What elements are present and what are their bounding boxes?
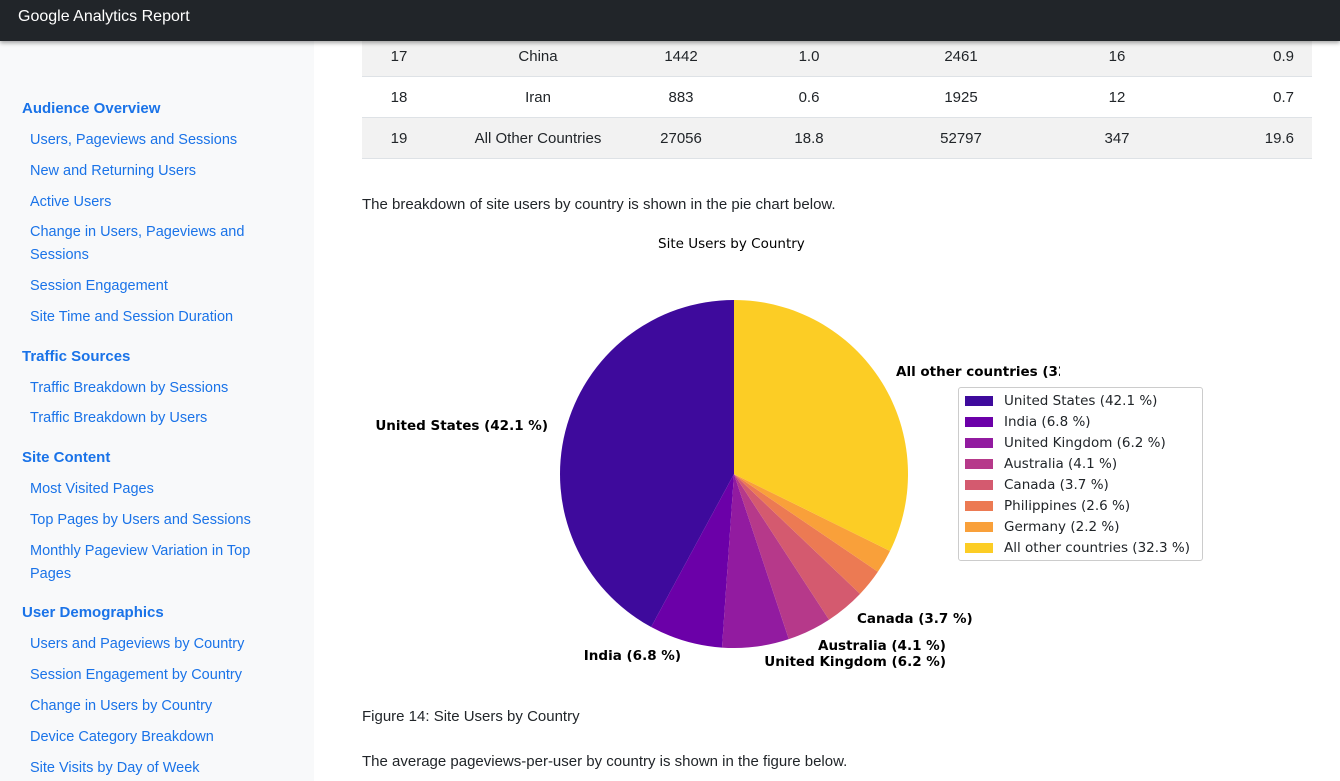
sidebar-item-new-returning-users[interactable]: New and Returning Users xyxy=(30,163,197,179)
table-cell: 27056 xyxy=(640,117,722,159)
legend-item: Germany (2.2 %) xyxy=(965,517,1119,537)
pie-slice-2 xyxy=(721,474,789,648)
legend-swatch xyxy=(965,543,993,553)
table-cell: 18.8 xyxy=(722,117,896,159)
slice-label-7: All other countries (32.3 %) xyxy=(896,364,1060,380)
sidebar-item-change-users-pageviews[interactable]: Change in Users, Pageviews and Sessions xyxy=(30,224,245,263)
sidebar-section-audience-overview[interactable]: Audience Overview xyxy=(22,100,161,117)
pie-slice-4 xyxy=(734,474,861,620)
sidebar-item-change-users-country[interactable]: Change in Users by Country xyxy=(30,698,213,714)
legend-label: Philippines (2.6 %) xyxy=(1004,498,1131,514)
legend-item: India (6.8 %) xyxy=(965,412,1091,432)
table-cell: 16 xyxy=(1026,36,1208,77)
chart-legend: United States (42.1 %) India (6.8 %) Unite… xyxy=(958,387,1203,561)
legend-label: United Kingdom (6.2 %) xyxy=(1004,435,1166,451)
legend-item: United States (42.1 %) xyxy=(965,391,1157,411)
table-cell: 0.6 xyxy=(722,76,896,118)
sidebar-item-session-engagement[interactable]: Session Engagement xyxy=(30,278,168,294)
sidebar-item-users-pageviews-country[interactable]: Users and Pageviews by Country xyxy=(30,636,245,652)
sidebar-item-traffic-by-sessions[interactable]: Traffic Breakdown by Sessions xyxy=(30,380,229,396)
table-row: 19 All Other Countries 27056 18.8 52797 … xyxy=(362,117,1312,159)
top-navbar: Google Analytics Report xyxy=(0,0,1340,41)
app-title[interactable]: Google Analytics Report xyxy=(18,8,190,25)
legend-label: India (6.8 %) xyxy=(1004,414,1091,430)
legend-item: Australia (4.1 %) xyxy=(965,454,1117,474)
sidebar-section-user-demographics[interactable]: User Demographics xyxy=(22,604,164,621)
intro-paragraph: The breakdown of site users by country i… xyxy=(362,196,836,213)
table-cell: 0.7 xyxy=(1208,76,1312,118)
sidebar-item-site-visits-day[interactable]: Site Visits by Day of Week xyxy=(30,760,200,776)
legend-swatch xyxy=(965,459,993,469)
table-cell: 12 xyxy=(1026,76,1208,118)
table-cell: 347 xyxy=(1026,117,1208,159)
table-cell: 19.6 xyxy=(1208,117,1312,159)
table-cell: 17 xyxy=(362,36,436,77)
sidebar-item-users-pageviews-sessions[interactable]: Users, Pageviews and Sessions xyxy=(30,132,238,148)
slice-label-2: United Kingdom (6.2 %) xyxy=(764,654,946,670)
legend-item: All other countries (32.3 %) xyxy=(965,538,1190,558)
sidebar-item-session-engagement-country[interactable]: Session Engagement by Country xyxy=(30,667,242,683)
legend-label: Germany (2.2 %) xyxy=(1004,519,1120,535)
legend-label: United States (42.1 %) xyxy=(1004,393,1158,409)
legend-item: Canada (3.7 %) xyxy=(965,475,1109,495)
legend-swatch xyxy=(965,480,993,490)
pie-slice-7 xyxy=(734,300,908,552)
legend-label: All other countries (32.3 %) xyxy=(1004,540,1191,556)
sidebar-item-traffic-by-users[interactable]: Traffic Breakdown by Users xyxy=(30,410,208,426)
pie-slice-5 xyxy=(734,474,878,594)
table-cell: 1.0 xyxy=(722,36,896,77)
country-table: 17 China 1442 1.0 2461 16 0.9 18 Iran 88… xyxy=(362,36,1312,159)
pie-chart: United States (42.1 %) India (6.8 %) Unite… xyxy=(375,300,1060,670)
sidebar-item-device-category[interactable]: Device Category Breakdown xyxy=(30,729,214,745)
sidebar-item-top-pages[interactable]: Top Pages by Users and Sessions xyxy=(30,512,251,528)
slice-label-4: Canada (3.7 %) xyxy=(857,611,973,627)
table-cell: 1925 xyxy=(896,76,1026,118)
figure-caption: Figure 14: Site Users by Country xyxy=(362,708,580,725)
table-cell: All Other Countries xyxy=(436,117,640,159)
legend-swatch xyxy=(965,417,993,427)
table-row: 18 Iran 883 0.6 1925 12 0.7 xyxy=(362,76,1312,118)
legend-swatch xyxy=(965,438,993,448)
sidebar-item-site-time[interactable]: Site Time and Session Duration xyxy=(30,309,234,325)
legend-label: Australia (4.1 %) xyxy=(1004,456,1118,472)
table-row: 17 China 1442 1.0 2461 16 0.9 xyxy=(362,36,1312,77)
legend-item: Philippines (2.6 %) xyxy=(965,496,1130,516)
table-cell: 19 xyxy=(362,117,436,159)
table-cell: 2461 xyxy=(896,36,1026,77)
sidebar-item-most-visited-pages[interactable]: Most Visited Pages xyxy=(30,481,154,497)
table-cell: Iran xyxy=(436,76,640,118)
sidebar: Audience Overview Users, Pageviews and S… xyxy=(0,41,314,781)
slice-label-1: India (6.8 %) xyxy=(584,648,681,664)
slice-label-3: Australia (4.1 %) xyxy=(818,638,946,654)
table-cell: 52797 xyxy=(896,117,1026,159)
table-cell: 883 xyxy=(640,76,722,118)
table-cell: 18 xyxy=(362,76,436,118)
sidebar-section-site-content[interactable]: Site Content xyxy=(22,449,111,466)
next-paragraph: The average pageviews-per-user by countr… xyxy=(362,753,848,770)
chart-title: Site Users by Country xyxy=(658,236,805,252)
table-cell: 0.9 xyxy=(1208,36,1312,77)
legend-swatch xyxy=(965,396,993,406)
sidebar-item-active-users[interactable]: Active Users xyxy=(30,194,112,210)
sidebar-section-traffic-sources[interactable]: Traffic Sources xyxy=(22,348,131,365)
slice-label-0: United States (42.1 %) xyxy=(375,418,548,434)
pie-slice-1 xyxy=(651,474,734,648)
table-cell: China xyxy=(436,36,640,77)
pie-slice-3 xyxy=(734,474,830,640)
pie-slice-6 xyxy=(734,474,891,572)
legend-item: United Kingdom (6.2 %) xyxy=(965,433,1166,453)
legend-swatch xyxy=(965,501,993,511)
sidebar-item-monthly-pageview-variation[interactable]: Monthly Pageview Variation in Top Pages xyxy=(30,543,251,582)
table-cell: 1442 xyxy=(640,36,722,77)
legend-swatch xyxy=(965,522,993,532)
pie-slice-0 xyxy=(560,300,734,628)
legend-label: Canada (3.7 %) xyxy=(1004,477,1109,493)
